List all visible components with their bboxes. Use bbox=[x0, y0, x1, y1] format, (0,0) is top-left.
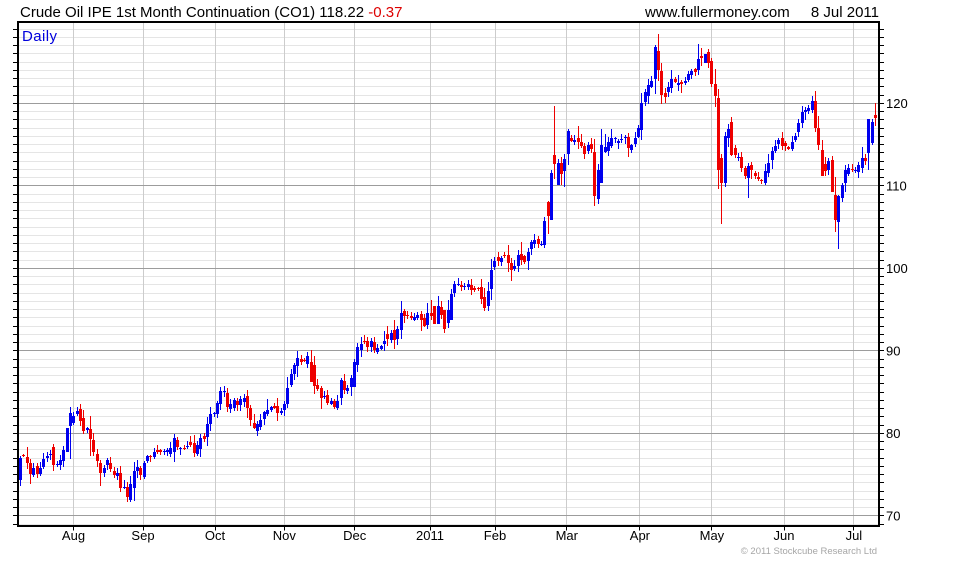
svg-text:Daily: Daily bbox=[22, 28, 57, 45]
svg-text:May: May bbox=[700, 528, 725, 543]
svg-text:Mar: Mar bbox=[556, 528, 579, 543]
svg-text:2011: 2011 bbox=[416, 528, 444, 543]
svg-text:Nov: Nov bbox=[273, 528, 297, 543]
svg-text:Crude Oil IPE 1st Month Contin: Crude Oil IPE 1st Month Continuation (CO… bbox=[20, 4, 402, 21]
svg-text:Oct: Oct bbox=[205, 528, 226, 543]
svg-text:Jun: Jun bbox=[774, 528, 795, 543]
svg-text:110: 110 bbox=[886, 178, 907, 193]
svg-text:120: 120 bbox=[886, 96, 908, 111]
svg-text:70: 70 bbox=[886, 508, 900, 523]
svg-text:Feb: Feb bbox=[484, 528, 506, 543]
svg-text:100: 100 bbox=[886, 261, 908, 276]
svg-text:www.fullermoney.com: www.fullermoney.com bbox=[644, 4, 790, 21]
svg-text:90: 90 bbox=[886, 343, 900, 358]
svg-text:Aug: Aug bbox=[62, 528, 85, 543]
svg-text:Sep: Sep bbox=[131, 528, 154, 543]
svg-text:8 Jul 2011: 8 Jul 2011 bbox=[811, 4, 879, 21]
svg-text:© 2011 Stockcube Research Ltd: © 2011 Stockcube Research Ltd bbox=[741, 546, 877, 557]
svg-text:Jul: Jul bbox=[846, 528, 863, 543]
svg-text:Dec: Dec bbox=[343, 528, 367, 543]
svg-text:80: 80 bbox=[886, 426, 900, 441]
svg-text:Apr: Apr bbox=[630, 528, 651, 543]
